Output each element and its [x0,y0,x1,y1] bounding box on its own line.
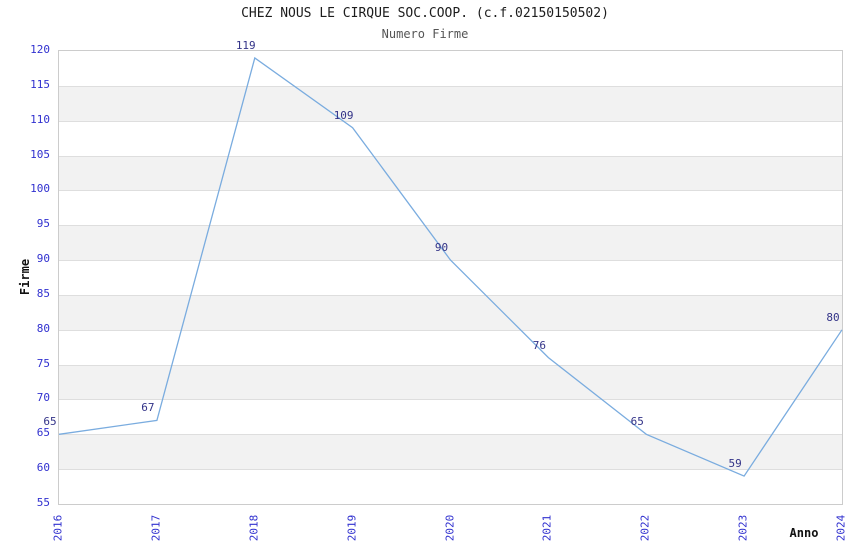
x-tick-label: 2018 [247,514,261,542]
x-tick-label: 2016 [51,514,65,542]
data-point-label: 90 [434,241,449,255]
background-band [59,329,842,365]
data-point-label: 67 [141,401,155,415]
data-point-label: 119 [235,38,256,52]
background-band [59,364,842,400]
y-tick-label: 115 [30,77,50,91]
x-tick-label: 2017 [149,514,163,542]
y-tick-label: 120 [30,43,50,56]
series-polyline [58,56,843,477]
y-tick-label: 90 [36,252,50,266]
y-tick-label: 55 [36,496,50,509]
y-tick-label: 100 [30,182,50,196]
series-line [58,56,843,477]
background-band [59,51,842,86]
gridline [59,190,842,192]
gridline [59,225,842,227]
data-point-label: 80 [826,310,840,324]
background-band [59,190,842,226]
gridline [59,85,842,87]
data-point-label: 65 [43,415,57,429]
x-tick-label: 2023 [736,514,750,542]
background-band [59,225,842,261]
background-band [59,85,842,121]
y-tick-label: 70 [36,391,50,405]
background-band [59,399,842,435]
y-tick-label: 110 [30,112,50,126]
chart-title: CHEZ NOUS LE CIRQUE SOC.COOP. (c.f.02150… [241,6,609,21]
y-tick-label: 80 [36,321,50,335]
gridline [59,120,842,122]
gridline [59,469,842,471]
gridline [59,364,842,366]
x-tick-label: 2021 [540,514,554,542]
gridline [59,399,842,401]
background-band [59,155,842,191]
gridline [59,155,842,157]
y-tick-label: 105 [30,147,50,161]
y-tick-label: 95 [36,217,50,231]
background-band [59,434,842,470]
background-band [59,120,842,156]
x-axis-title: Anno [789,526,819,540]
x-tick-label: 2022 [638,514,652,542]
background-band [59,260,842,295]
x-tick-label: 2024 [834,514,848,542]
y-tick-label: 65 [36,426,50,440]
x-tick-label: 2020 [443,514,456,542]
gridline [59,329,842,331]
gridline [59,294,842,296]
gridline [59,434,842,436]
y-tick-label: 75 [36,356,50,370]
data-point-label: 76 [532,338,546,352]
background-band [59,469,842,504]
chart-subtitle: Numero Firme [381,27,469,41]
y-tick-label: 60 [36,461,50,475]
data-point-label: 109 [333,108,354,122]
plot-area [58,50,843,505]
y-tick-label: 85 [36,286,50,300]
data-point-label: 65 [630,415,644,429]
x-tick-label: 2019 [345,514,359,542]
data-point-label: 59 [728,457,742,471]
